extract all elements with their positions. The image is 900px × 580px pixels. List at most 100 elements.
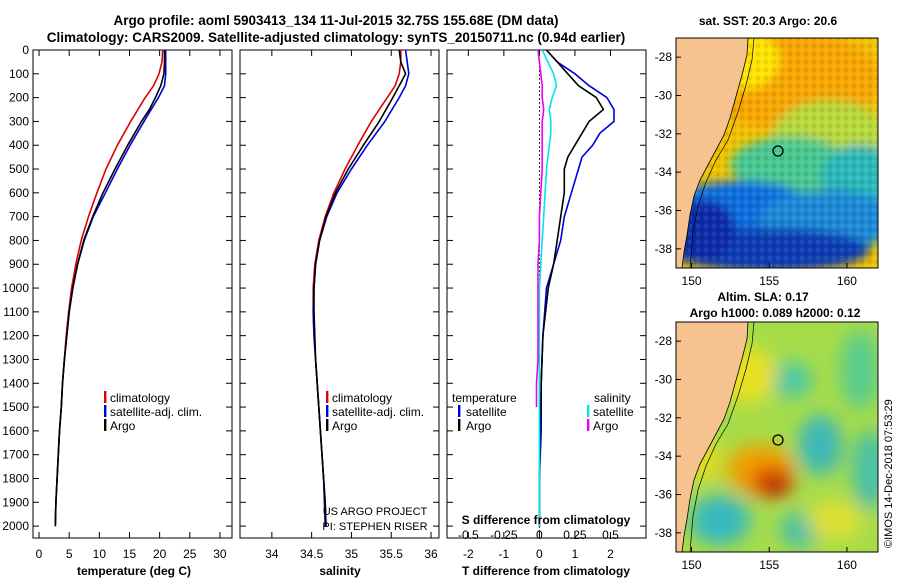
y-tick-label: 1700 [2,448,29,462]
legend-swatch-s-argo [587,419,590,431]
legend-t-argo: Argo [466,419,492,433]
legend-climatology: climatology [332,391,392,405]
lat-tick-label: -34 [655,449,673,463]
legend-satellite: satellite-adj. clim. [332,405,424,419]
legend-swatch-argo [104,419,107,431]
x-tick-label: 5 [66,547,73,561]
salinity-y-ticks [240,49,439,527]
bathymetry-contour [689,322,755,552]
legend-swatch-t-argo [458,419,461,431]
series-line-argo [54,50,166,527]
lon-tick-label: 160 [837,558,857,572]
x-tick-label: -1 [499,547,510,561]
y-tick-label: 1500 [2,400,29,414]
legend-t-satellite: satellite [466,405,507,419]
s-tick-label: 0 [536,528,543,542]
sla-map-title-2: Argo h1000: 0.089 h2000: 0.12 [690,306,861,320]
s-tick-label: -0.25 [490,528,518,542]
land-mass [676,38,749,268]
series-line-argo [313,49,407,527]
legend-s-satellite: satellite [593,405,634,419]
y-tick-label: 1800 [2,471,29,485]
title-line-2: Climatology: CARS2009. Satellite-adjuste… [46,30,626,45]
sla-map-frame [675,321,879,553]
y-tick-label: 800 [9,233,29,247]
lat-tick-label: -28 [655,334,673,348]
lat-tick-label: -28 [655,50,673,64]
salinity-panel: 34 34.5 35 35.5 36 salinity climatology sate… [239,49,440,578]
difference-y-ticks [447,49,646,527]
temperature-plot-frame [32,49,233,539]
land-mass [676,322,749,552]
temperature-xlabel: temperature (deg C) [77,564,191,578]
legend-swatch-t-satellite [458,405,461,417]
y-tick-label: 200 [9,91,29,105]
x-tick-label: 0 [536,547,543,561]
credit-project: US ARGO PROJECT [323,506,428,518]
x-tick-label: 15 [123,547,137,561]
temperature-legend: climatology satellite-adj. clim. Argo [104,391,202,433]
lat-tick-label: -30 [655,89,673,103]
legend-argo: Argo [110,419,136,433]
lat-tick-label: -36 [655,488,673,502]
lat-tick-label: -36 [655,204,673,218]
legend-swatch-s-satellite [587,405,590,417]
sla-field [676,322,878,552]
sst-map-title: sat. SST: 20.3 Argo: 20.6 [699,14,838,28]
difference-series [535,49,615,527]
series-line-salinity-argo [535,49,545,408]
y-tick-label: 2000 [2,519,29,533]
y-tick-label: 1100 [3,305,29,319]
lon-tick-label: 160 [837,274,857,288]
series-line-temperature-argo [538,49,605,527]
legend-swatch-climatology [326,391,329,403]
title-line-1: Argo profile: aoml 5903413_134 11-Jul-20… [113,13,559,28]
lat-tick-label: -38 [655,526,673,540]
depth-axis: 0 100 200 300 400 500 600 700 800 900 1000 1100 1200… [2,43,232,533]
x-tick-label: 30 [213,547,227,561]
legend-s-argo: Argo [593,419,619,433]
legend-swatch-argo [326,419,329,431]
legend-satellite: satellite-adj. clim. [110,405,202,419]
x-tick-label: 2 [607,547,614,561]
lat-tick-label: -30 [655,373,673,387]
temperature-x-axis: 0 5 10 15 20 25 30 [36,50,227,561]
y-tick-label: 0 [22,43,29,57]
argo-position-marker [772,145,784,157]
s-tick-label: 0.25 [563,528,587,542]
salinity-x-axis: 34 34.5 35 35.5 36 [265,50,438,561]
y-tick-label: 900 [9,257,29,271]
y-tick-label: 1400 [2,376,29,390]
lon-tick-label: 155 [759,274,779,288]
y-tick-label: 700 [9,210,29,224]
s-tick-label: -0.5 [458,528,479,542]
x-tick-label: 35 [345,547,359,561]
legend-argo: Argo [332,419,358,433]
temperature-series [54,49,167,527]
y-tick-label: 600 [9,186,29,200]
s-tick-label: 0.5 [602,528,619,542]
x-tick-label: 25 [183,547,197,561]
x-tick-label: -2 [463,547,474,561]
sst-map-frame [675,37,879,269]
salinity-legend: climatology satellite-adj. clim. Argo [326,391,424,433]
lon-tick-label: 155 [759,558,779,572]
imos-timestamp: ©IMOS 14-Dec-2018 07:53:29 [883,399,895,548]
y-tick-label: 1200 [2,329,29,343]
legend-climatology: climatology [110,391,170,405]
y-tick-label: 400 [9,138,29,152]
y-tick-label: 1000 [2,281,29,295]
x-tick-label: 35.5 [380,547,404,561]
legend-swatch-satellite [104,405,107,417]
x-tick-label: 34.5 [300,547,324,561]
lon-tick-label: 150 [682,274,702,288]
y-tick-label: 1300 [2,352,29,366]
y-tick-label: 1900 [2,495,29,509]
s-difference-ticks: -0.5 -0.25 0 0.25 0.5 [458,528,619,542]
legend-swatch-climatology [104,391,107,403]
sla-map: Altim. SLA: 0.17 Argo h1000: 0.089 h2000… [655,290,879,572]
legend-swatch-satellite [326,405,329,417]
legend-temperature-title: temperature [452,391,517,405]
x-tick-label: 0 [36,547,43,561]
